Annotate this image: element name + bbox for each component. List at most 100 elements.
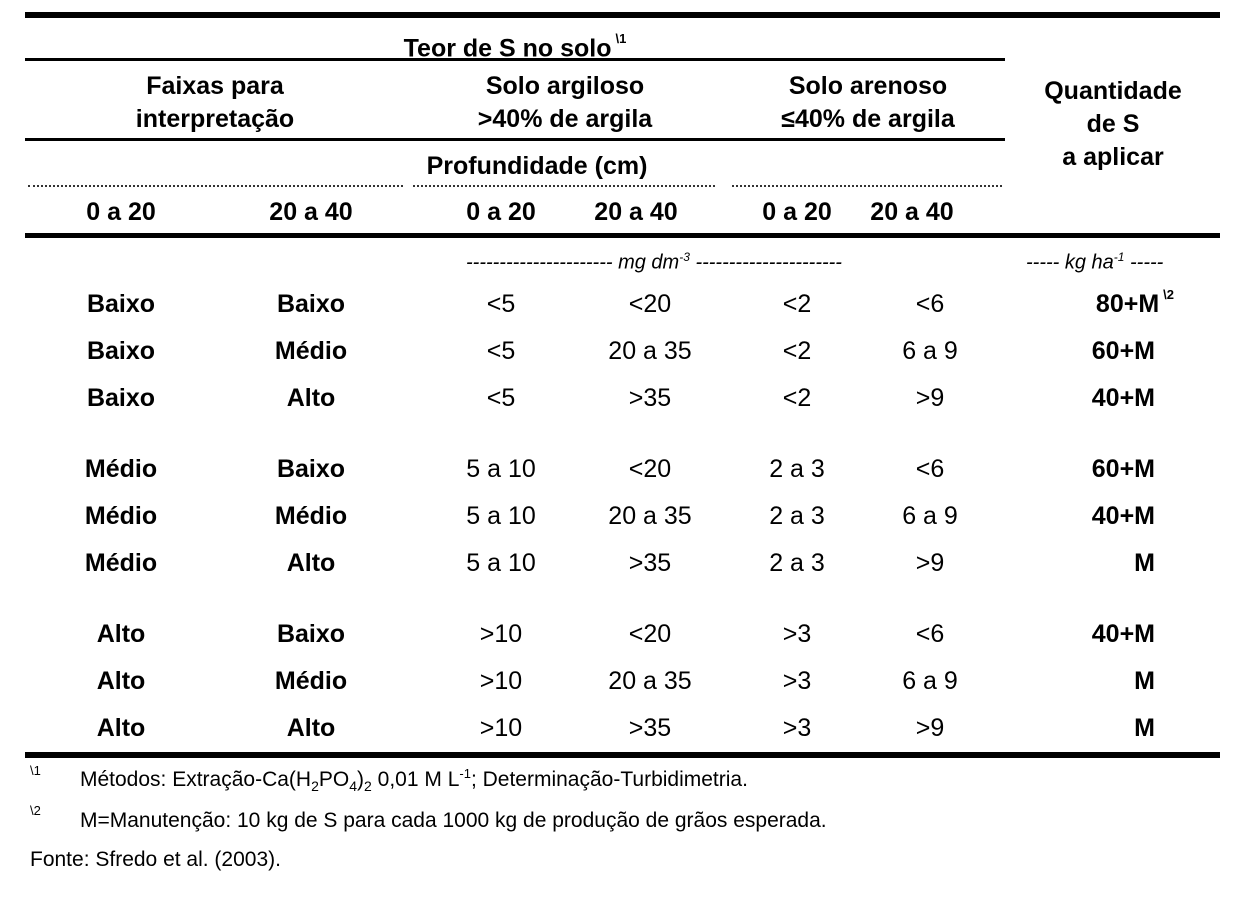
profundidade-header: Profundidade (cm): [387, 150, 687, 183]
quantity-value: 40+M: [1091, 384, 1155, 412]
footnote1-part: PO: [318, 768, 350, 791]
table-cell: >10: [479, 620, 523, 648]
table-cell: Médio: [84, 455, 158, 483]
table-cell: Médio: [274, 502, 348, 530]
kg-unit-dashes-right: -----: [1124, 251, 1164, 274]
faixas-line2: interpretação: [135, 105, 295, 133]
table-cell: >10: [479, 667, 523, 695]
faixas-line1: Faixas para: [146, 72, 284, 100]
faixas-header: Faixas para interpretação: [55, 70, 375, 136]
header-bottom-rule: [25, 233, 1220, 238]
table-cell: 20 a 35: [608, 502, 692, 530]
table-cell: 20 a 35: [608, 667, 692, 695]
table-cell: >3: [782, 714, 812, 742]
table-cell: >9: [915, 549, 945, 577]
table-cell: Baixo: [86, 290, 156, 318]
table-cell: >3: [782, 620, 812, 648]
table-cell: 2 a 3: [769, 502, 825, 530]
mg-unit-label: ---------------------- mg dm-3 ---------…: [466, 250, 842, 275]
footnote1-part: 0,01 M L: [371, 768, 460, 791]
profundidade-text: Profundidade (cm): [426, 152, 648, 180]
kg-unit-exponent: -1: [1113, 250, 1125, 264]
teor-header: Teor de S no solo \1: [25, 26, 1005, 65]
depth-header: 0 a 20: [466, 198, 536, 226]
dotted-line-argiloso: [413, 185, 715, 187]
footnote1-sub: 2: [311, 778, 319, 795]
footnote2-mark: \2: [30, 803, 41, 818]
kg-unit-text: kg ha: [1064, 251, 1114, 274]
table-cell: Baixo: [276, 455, 346, 483]
table-cell: <5: [486, 337, 516, 365]
table-cell: <6: [915, 290, 945, 318]
mg-unit-exponent: -3: [679, 250, 690, 264]
table-cell: 2 a 3: [769, 455, 825, 483]
table-cell: <5: [486, 290, 516, 318]
mg-unit-text: mg dm: [618, 251, 680, 274]
quantity-cell: 40+M: [995, 384, 1155, 413]
table-cell: Alto: [286, 549, 336, 577]
table-cell: Alto: [286, 714, 336, 742]
table-cell: 5 a 10: [466, 502, 536, 530]
dotted-line-arenoso: [732, 185, 1002, 187]
table-cell: <20: [628, 290, 672, 318]
argiloso-line2: >40% de argila: [477, 105, 653, 133]
quantidade-line1: Quantidade: [1044, 77, 1182, 105]
quantity-value: 40+M: [1091, 502, 1155, 530]
argiloso-header: Solo argiloso >40% de argila: [415, 70, 715, 136]
depth-header: 20 a 40: [870, 198, 954, 226]
table-cell: 5 a 10: [466, 455, 536, 483]
depth-header: 0 a 20: [86, 198, 156, 226]
teor-footnote-ref: \1: [615, 31, 627, 46]
dotted-line-faixas: [28, 185, 403, 187]
table-cell: >10: [479, 714, 523, 742]
table-cell: <20: [628, 455, 672, 483]
footnote1-sup: -1: [459, 766, 471, 781]
quantity-value: 60+M: [1091, 337, 1155, 365]
table-cell: Alto: [96, 667, 146, 695]
footnote1-mark: \1: [30, 763, 41, 778]
soil-type-underline: [25, 138, 1005, 141]
quantity-value: M: [1134, 714, 1155, 742]
quantity-footnote-ref: \2: [1163, 286, 1174, 302]
kg-unit-label: ----- kg ha-1 -----: [1026, 250, 1163, 275]
table-cell: Alto: [286, 384, 336, 412]
kg-unit-dashes-left: -----: [1026, 251, 1065, 274]
quantity-cell: 60+M: [995, 455, 1155, 484]
table-bottom-rule: [25, 752, 1220, 758]
depth-header: 20 a 40: [269, 198, 353, 226]
footnote1-sub: 2: [364, 778, 372, 795]
table-cell: <2: [782, 384, 812, 412]
footnote2: M=Manutenção: 10 kg de S para cada 1000 …: [80, 809, 827, 832]
quantidade-line3: a aplicar: [1062, 143, 1164, 171]
table-cell: >9: [915, 714, 945, 742]
source-note: Fonte: Sfredo et al. (2003).: [30, 848, 281, 871]
table-cell: Baixo: [86, 384, 156, 412]
table-cell: Médio: [274, 667, 348, 695]
depth-header: 0 a 20: [762, 198, 832, 226]
quantidade-header: Quantidade de S a aplicar: [1013, 75, 1213, 174]
quantidade-line2: de S: [1086, 110, 1140, 138]
table-cell: 20 a 35: [608, 337, 692, 365]
top-rule: [25, 12, 1220, 18]
table-cell: 2 a 3: [769, 549, 825, 577]
table-cell: <6: [915, 455, 945, 483]
mg-unit-dashes-left: ----------------------: [466, 251, 619, 274]
table-cell: 6 a 9: [902, 502, 958, 530]
quantity-cell: 60+M: [995, 337, 1155, 366]
quantity-cell: 80+M \2: [1014, 286, 1174, 319]
footnote1-part: Métodos: Extração-Ca(H: [80, 768, 312, 791]
depth-header: 20 a 40: [594, 198, 678, 226]
table-cell: 5 a 10: [466, 549, 536, 577]
footnote1: Métodos: Extração-Ca(H2PO4)2 0,01 M L-1;…: [80, 766, 748, 794]
table-cell: <2: [782, 290, 812, 318]
arenoso-line2: ≤40% de argila: [781, 105, 955, 133]
teor-underline: [25, 58, 1005, 61]
table-cell: <20: [628, 620, 672, 648]
footnote1-part: ): [357, 768, 365, 791]
table-cell: >3: [782, 667, 812, 695]
quantity-cell: 40+M: [995, 502, 1155, 531]
footnote1-sub: 4: [349, 778, 358, 795]
table-cell: >35: [628, 384, 672, 412]
table-cell: Alto: [96, 620, 146, 648]
quantity-cell: 40+M: [995, 620, 1155, 649]
